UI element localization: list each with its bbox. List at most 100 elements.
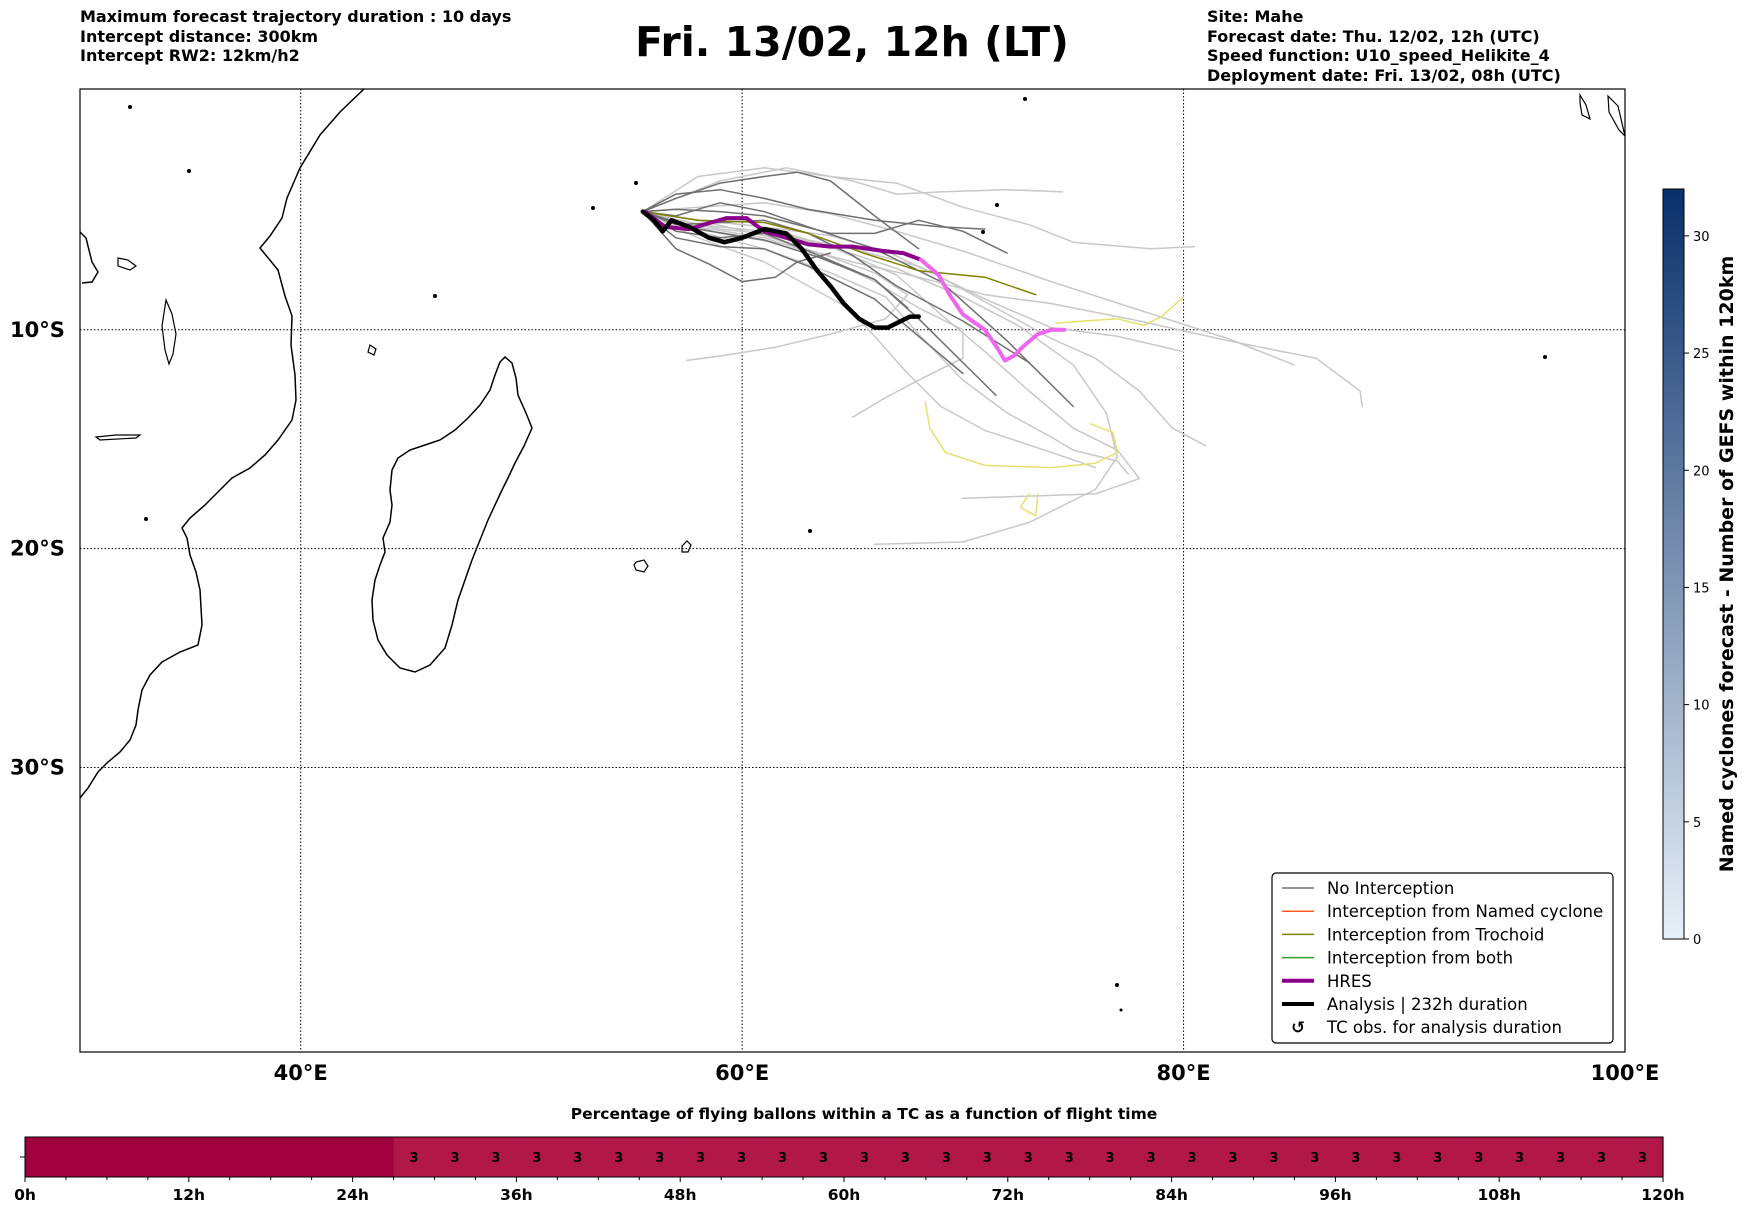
flight-bar-cell [229, 1137, 272, 1177]
ensemble-track [642, 210, 997, 397]
forecast-date-text: Forecast date: Thu. 12/02, 12h (UTC) [1207, 26, 1540, 46]
tc-obs-symbol: ↺ [1291, 1018, 1305, 1037]
islet-11 [187, 169, 191, 173]
legend-label: Analysis | 232h duration [1327, 995, 1528, 1014]
madagascar-coastline [371, 355, 533, 673]
coastlines [80, 89, 1625, 1012]
map-frame [79, 88, 1626, 1053]
ensemble-track-light [642, 210, 1207, 447]
colorbar-tick-label: 15 [1693, 581, 1710, 596]
flight-bar-cell [557, 1137, 599, 1177]
legend-label: Interception from Named cyclone [1327, 902, 1603, 921]
colorbar-tick-label: 25 [1693, 347, 1710, 362]
colorbar-tick-label: 30 [1693, 230, 1710, 245]
flight-bar-cell [680, 1137, 722, 1177]
latitude-label: 20°S [10, 537, 65, 561]
flight-bar-tick-label: 84h [1155, 1186, 1188, 1204]
flight-bar-tick-label: 36h [500, 1186, 533, 1204]
africa-coastline [80, 89, 365, 799]
flight-bar-cell [925, 1137, 968, 1177]
flight-time-bar: Percentage of flying ballons within a TC… [14, 1105, 1685, 1204]
flight-bar-tick-label: 12h [172, 1186, 205, 1204]
flight-bar-cell [352, 1137, 395, 1177]
legend-label: No Interception [1327, 879, 1454, 898]
flight-bar-cell [1458, 1137, 1500, 1177]
site-text: Site: Mahe [1207, 7, 1304, 26]
seychelles-island [634, 181, 638, 185]
flight-bar-cell-value: 3 [1351, 1151, 1360, 1166]
flight-bar-cell-value: 3 [942, 1151, 951, 1166]
flight-bar-cell [884, 1137, 927, 1177]
flight-bar-cell-value: 3 [573, 1151, 582, 1166]
islet-12 [128, 105, 132, 109]
flight-bar-tick-label: 108h [1478, 1186, 1521, 1204]
flight-bar-cell [434, 1137, 477, 1177]
ensemble-track [642, 171, 920, 250]
flight-bar-tick-label: 0h [14, 1186, 36, 1204]
flight-bar-tick-label: 24h [336, 1186, 369, 1204]
islet-9 [591, 206, 595, 210]
longitude-label: 60°E [715, 1061, 769, 1085]
hres-track-late [918, 257, 1067, 363]
latitude-label: 30°S [10, 755, 65, 779]
flight-bar-cell [25, 1137, 67, 1177]
flight-bar-cell [65, 1137, 108, 1177]
flight-bar-cell-value: 3 [532, 1151, 541, 1166]
islet-7 [981, 230, 985, 234]
ensemble-track-light [642, 167, 1063, 213]
colorbar-tick-label: 20 [1693, 464, 1710, 479]
flight-bar-cell-value: 3 [1638, 1151, 1647, 1166]
flight-bar-cell-value: 3 [1515, 1151, 1524, 1166]
flight-bar-cell [1171, 1137, 1214, 1177]
flight-bar-cell-value: 3 [1229, 1151, 1238, 1166]
flight-bar-cell-value: 3 [737, 1151, 746, 1166]
ensemble-track-light [642, 210, 1097, 469]
ensemble-track [642, 188, 986, 230]
flight-bar-cell [475, 1137, 517, 1177]
islet-10 [144, 517, 148, 521]
colorbar-tick-label: 5 [1693, 816, 1701, 831]
legend-label: TC obs. for analysis duration [1326, 1018, 1562, 1037]
flight-bar-cell-value: 3 [983, 1151, 992, 1166]
flight-bar-cell-value: 3 [1556, 1151, 1565, 1166]
flight-bar-cell [1622, 1137, 1664, 1177]
ensemble-track-light [642, 210, 1364, 408]
colorbar-tick-label: 0 [1693, 933, 1701, 948]
flight-bar-cell-value: 3 [1106, 1151, 1115, 1166]
flight-bar-cell-value: 3 [778, 1151, 787, 1166]
flight-bar-cell [1007, 1137, 1050, 1177]
legend-box [1271, 872, 1614, 1044]
flight-bar-cell [1212, 1137, 1255, 1177]
flight-bar-cell [1294, 1137, 1336, 1177]
map-title: Fri. 13/02, 12h (LT) [635, 18, 1069, 66]
flight-bar-cell-value: 3 [655, 1151, 664, 1166]
flight-bar-cell [147, 1137, 190, 1177]
intercept-distance-text: Intercept distance: 300km [80, 26, 319, 46]
islet-6 [995, 203, 999, 207]
flight-bar-cell [1253, 1137, 1296, 1177]
flight-bar-cell [1417, 1137, 1459, 1177]
trochoid-track-light [924, 401, 1119, 469]
flight-bar-cell [1540, 1137, 1582, 1177]
flight-bar-cell-value: 3 [901, 1151, 910, 1166]
flight-bar-cell [1130, 1137, 1173, 1177]
trochoid-track [642, 210, 1037, 296]
flight-bar-cell [1376, 1137, 1418, 1177]
analysis-track [640, 209, 921, 330]
ensemble-track [642, 210, 964, 375]
mauritius-island [681, 540, 692, 553]
legend-label: Interception from Trochoid [1327, 925, 1544, 944]
african-west-edge [80, 231, 99, 284]
flight-bar-cell-value: 3 [1392, 1151, 1401, 1166]
maldives-island [1579, 92, 1591, 121]
trajectory-duration-text: Maximum forecast trajectory duration : 1… [80, 7, 512, 26]
comoros-island [367, 344, 377, 356]
flight-bar-cell [270, 1137, 313, 1177]
ensemble-track-light [642, 167, 1196, 250]
flight-bar-cell-value: 3 [491, 1151, 500, 1166]
deployment-date-text: Deployment date: Fri. 13/02, 08h (UTC) [1207, 65, 1561, 85]
flight-bar-cell [721, 1137, 763, 1177]
flight-bar-cell-value: 3 [1269, 1151, 1278, 1166]
flight-bar-cell [844, 1137, 886, 1177]
flight-bar-cell-value: 3 [1147, 1151, 1156, 1166]
